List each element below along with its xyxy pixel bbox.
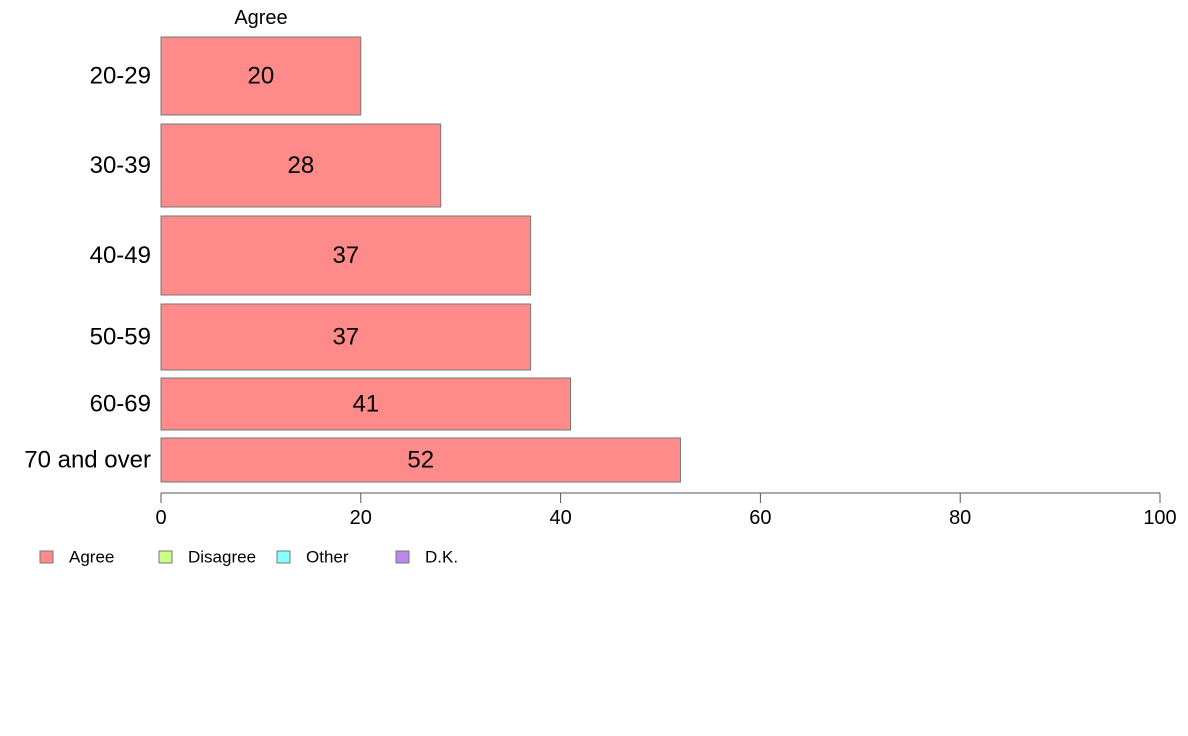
chart-top-label: Agree [234, 7, 287, 29]
bar-value-label: 28 [288, 152, 315, 179]
legend-swatch [39, 550, 54, 564]
legend-swatch [276, 550, 291, 564]
bar [160, 215, 532, 296]
legend-label: Other [306, 548, 349, 567]
legend-label: D.K. [425, 548, 458, 567]
bar-value-label: 52 [407, 447, 434, 474]
category-label: 70 and over [24, 447, 151, 474]
category-label: 30-39 [90, 152, 151, 179]
legend: Agree Disagree Other D.K. [39, 548, 458, 567]
bar [160, 303, 532, 371]
bar [160, 437, 681, 483]
bar [160, 36, 362, 116]
legend-label: Agree [69, 548, 114, 567]
x-tick-label: 100 [1143, 507, 1176, 529]
x-tick-label: 80 [949, 507, 971, 529]
bar-value-label: 41 [352, 391, 379, 418]
bar [160, 123, 442, 208]
x-tick-label: 40 [549, 507, 571, 529]
bars-group: 20-29 20 30-39 28 40-49 37 50-59 37 60-69 41 70 an… [24, 36, 681, 483]
legend-swatch [395, 550, 410, 564]
x-tick-label: 20 [350, 507, 372, 529]
x-axis: 0 20 40 60 80 100 [155, 492, 1177, 529]
legend-swatch [158, 550, 173, 564]
category-label: 60-69 [90, 391, 151, 418]
bar-value-label: 20 [248, 63, 275, 90]
legend-label: Disagree [188, 548, 256, 567]
category-label: 20-29 [90, 63, 151, 90]
bar-value-label: 37 [332, 324, 359, 351]
x-tick-label: 60 [749, 507, 771, 529]
category-label: 40-49 [90, 242, 151, 269]
bar [160, 377, 572, 431]
bar-value-label: 37 [332, 242, 359, 269]
x-tick-label: 0 [155, 507, 166, 529]
category-label: 50-59 [90, 324, 151, 351]
